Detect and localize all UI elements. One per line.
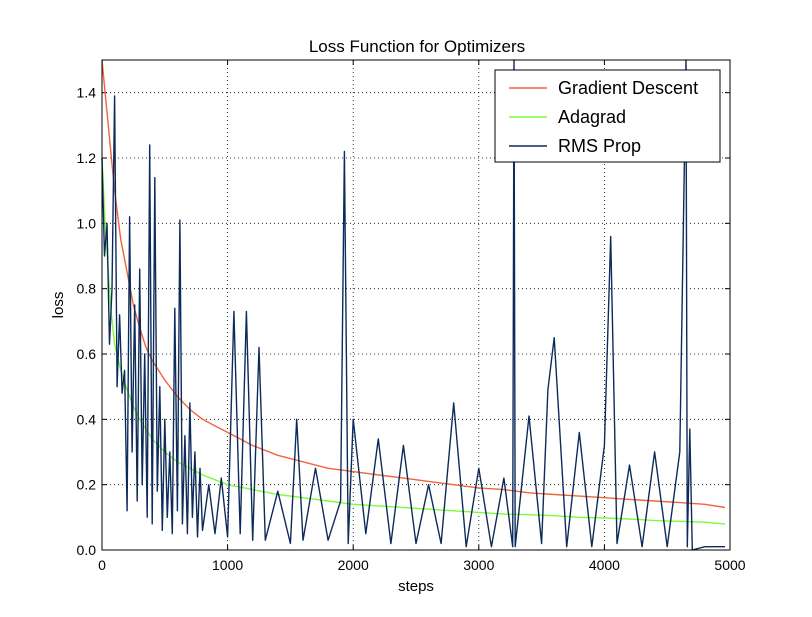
y-tick-label: 0.0 (77, 542, 97, 558)
legend-label: Adagrad (558, 107, 626, 127)
legend-label: Gradient Descent (558, 78, 698, 98)
x-tick-label: 1000 (212, 557, 243, 573)
series-lines (101, 59, 726, 551)
x-tick-label: 0 (98, 557, 106, 573)
legend: Gradient Descent Adagrad RMS Prop (494, 69, 721, 163)
y-tick-label: 0.2 (77, 477, 97, 493)
y-axis-label: loss (50, 292, 67, 319)
series-line-1 (101, 59, 726, 509)
axes-frame (101, 59, 731, 551)
x-tick-label: 4000 (589, 557, 620, 573)
legend-label: RMS Prop (558, 136, 641, 156)
x-tick-label: 3000 (463, 557, 494, 573)
y-tick-label: 1.2 (77, 150, 97, 166)
chart-title: Loss Function for Optimizers (309, 37, 525, 56)
y-tick-label: 0.8 (77, 281, 97, 297)
y-tick-label: 0.4 (77, 411, 97, 427)
y-tick-label: 1.4 (77, 85, 97, 101)
y-tick-label: 0.6 (77, 346, 97, 362)
series-line-3 (101, 59, 725, 551)
x-tick-label: 5000 (714, 557, 745, 573)
x-tick-labels: 0 1000 2000 3000 4000 5000 (98, 557, 746, 573)
y-tick-labels: 0.0 0.2 0.4 0.6 0.8 1.0 1.2 1.4 (77, 85, 97, 558)
x-tick-label: 2000 (338, 557, 369, 573)
y-tick-label: 1.0 (77, 215, 97, 231)
x-axis-label: steps (398, 578, 434, 595)
